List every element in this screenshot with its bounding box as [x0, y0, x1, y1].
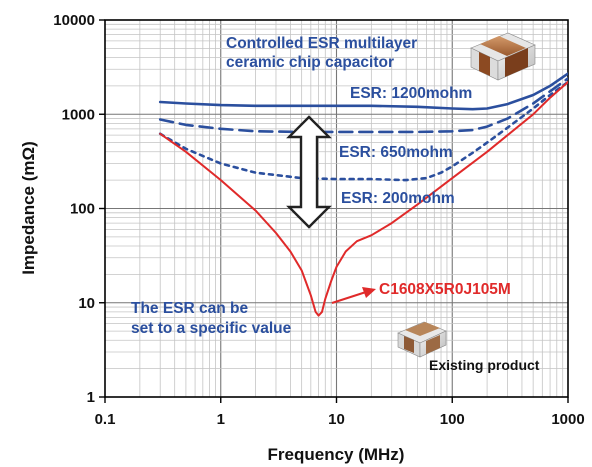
y-tick-label: 100	[70, 201, 95, 218]
y-tick-label: 10000	[53, 12, 95, 29]
esr-note-line2: set to a specific value	[131, 320, 292, 337]
part-number-callout-arrow	[331, 287, 376, 304]
existing-part-number-label: C1608X5R0J105M	[379, 281, 511, 298]
x-tick-label: 0.1	[95, 411, 116, 428]
controlled-esr-chip-image	[470, 32, 536, 81]
x-axis-title: Frequency (MHz)	[268, 445, 405, 464]
esr-200-label: ESR: 200mohm	[341, 190, 455, 207]
y-tick-label: 10	[78, 295, 95, 312]
x-tick-label: 1000	[551, 411, 584, 428]
controlled-esr-title-line2: ceramic chip capacitor	[226, 54, 394, 71]
existing-product-label: Existing product	[429, 357, 540, 373]
series-line-esr-650mohm	[158, 77, 568, 134]
controlled-esr-title-line1: Controlled ESR multilayer	[226, 35, 417, 52]
x-tick-label: 1	[217, 411, 225, 428]
esr-650-label: ESR: 650mohm	[339, 144, 453, 161]
x-tick-label: 10	[328, 411, 345, 428]
esr-1200-label: ESR: 1200mohm	[350, 85, 472, 102]
esr-note-line1: The ESR can be	[131, 300, 249, 317]
y-tick-label: 1	[87, 389, 95, 406]
series-line-esr-200mohm	[158, 80, 568, 182]
existing-product-chip-image	[397, 321, 447, 358]
y-axis-title: Impedance (mΩ)	[19, 141, 38, 275]
y-tick-label: 1000	[62, 106, 95, 123]
x-tick-label: 100	[440, 411, 465, 428]
series-line-esr-1200mohm	[158, 72, 568, 111]
esr-range-arrow	[286, 115, 332, 229]
series-line-c1608x5r0j105m	[159, 81, 568, 317]
